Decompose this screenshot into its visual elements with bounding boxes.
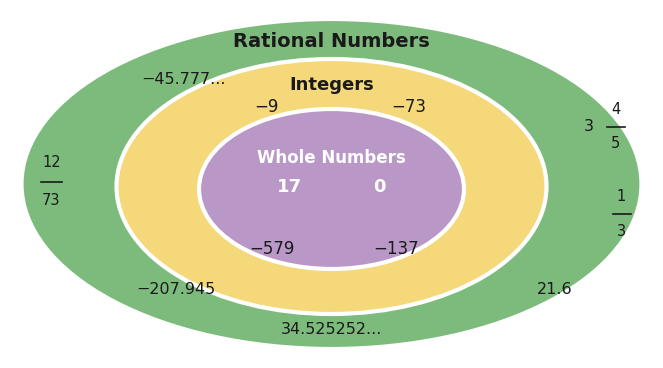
Text: 1: 1 (617, 189, 626, 204)
Text: −137: −137 (374, 240, 419, 258)
Ellipse shape (199, 109, 464, 269)
Text: −579: −579 (249, 240, 294, 258)
Ellipse shape (117, 59, 546, 314)
Text: Integers: Integers (289, 76, 374, 94)
Text: 21.6: 21.6 (536, 282, 572, 297)
Text: 5: 5 (611, 137, 620, 152)
Text: −9: −9 (255, 98, 278, 116)
Text: 17: 17 (276, 177, 302, 195)
Text: −45.777...: −45.777... (141, 71, 226, 86)
Text: 34.525252...: 34.525252... (281, 322, 382, 336)
Text: 4: 4 (611, 102, 620, 117)
Text: 3: 3 (617, 224, 626, 239)
Text: 12: 12 (42, 155, 61, 170)
Text: 0: 0 (373, 177, 385, 195)
Text: −207.945: −207.945 (137, 282, 215, 297)
Text: 3: 3 (584, 119, 594, 134)
Text: 73: 73 (42, 193, 61, 208)
Text: Whole Numbers: Whole Numbers (257, 149, 406, 167)
Text: Rational Numbers: Rational Numbers (233, 32, 430, 51)
Ellipse shape (21, 19, 642, 349)
Text: −73: −73 (391, 98, 426, 116)
